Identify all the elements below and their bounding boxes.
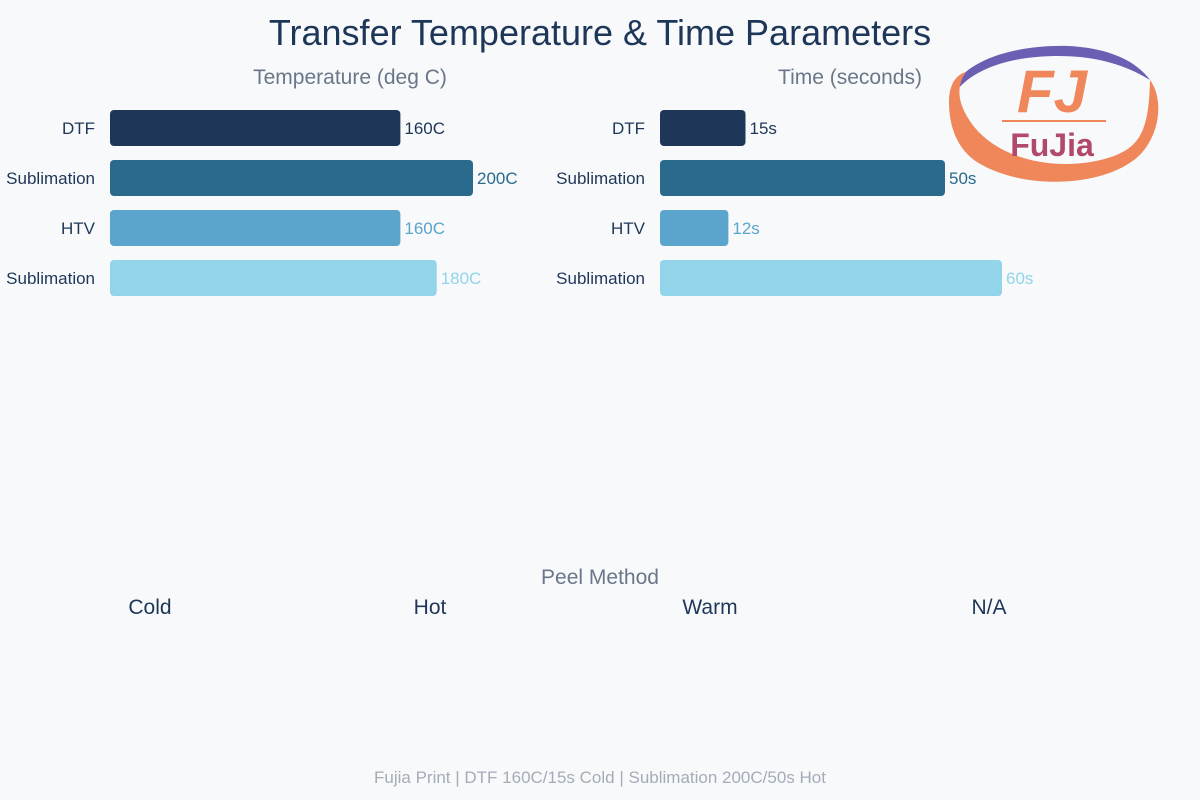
time-htv-2-bar	[660, 210, 729, 246]
time-dtf-0-bar	[660, 110, 746, 146]
temp-dtf-0-category-label: DTF	[62, 119, 95, 138]
peel-value-dtf: Cold	[128, 596, 172, 619]
time-sublimation-3-value-label: 60s	[1006, 269, 1033, 288]
logo-divider	[1002, 120, 1106, 122]
time-sublimation-3-category-label: Sublimation	[556, 269, 645, 288]
temp-htv-2-value-label: 160C	[404, 219, 445, 238]
time-htv-2-category-label: HTV	[611, 219, 646, 238]
time-dtf-0-value-label: 15s	[750, 119, 777, 138]
temperature-panel-title: Temperature (deg C)	[253, 66, 447, 89]
footer-caption: Fujia Print | DTF 160C/15s Cold | Sublim…	[374, 768, 826, 787]
time-dtf-0-category-label: DTF	[612, 119, 645, 138]
temp-sublimation-1-bar	[110, 160, 473, 196]
temp-htv-2-category-label: HTV	[61, 219, 96, 238]
temp-sublimation-3-category-label: Sublimation	[6, 269, 95, 288]
peel-value-htv: Warm	[682, 596, 738, 619]
temp-sublimation-3-bar	[110, 260, 437, 296]
peel-value-sublimation: Hot	[413, 596, 447, 619]
time-sublimation-1-category-label: Sublimation	[556, 169, 645, 188]
time-sublimation-3-bar	[660, 260, 1002, 296]
time-sublimation-1-value-label: 50s	[949, 169, 976, 188]
temp-dtf-0-bar	[110, 110, 401, 146]
logo-ring-bottom	[949, 72, 1159, 182]
logo-monogram: FJ	[1017, 58, 1089, 125]
temp-sublimation-1-category-label: Sublimation	[6, 169, 95, 188]
temp-htv-2-bar	[110, 210, 401, 246]
fujia-logo: FJ FuJia	[949, 45, 1159, 182]
bar-charts: DTF 160C Sublimation 200C HTV 160C Sublimation…	[6, 110, 1033, 296]
temp-sublimation-1-value-label: 200C	[477, 169, 518, 188]
logo-wordmark: FuJia	[1010, 127, 1094, 163]
time-htv-2-value-label: 12s	[732, 219, 759, 238]
chart-title: Transfer Temperature & Time Parameters	[268, 12, 932, 53]
temp-dtf-0-value-label: 160C	[404, 119, 445, 138]
logo-ring-top	[949, 45, 1150, 102]
peel-value-sublimation-2: N/A	[971, 596, 1007, 619]
peel-method-title: Peel Method	[541, 566, 659, 589]
time-panel-title: Time (seconds)	[778, 66, 922, 89]
temp-sublimation-3-value-label: 180C	[441, 269, 482, 288]
time-sublimation-1-bar	[660, 160, 945, 196]
